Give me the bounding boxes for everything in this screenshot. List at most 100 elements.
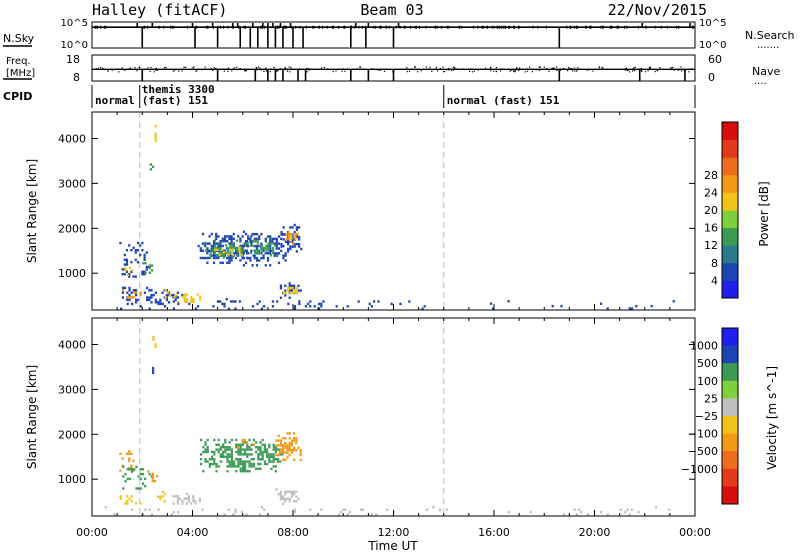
date-title: 22/Nov/2015 xyxy=(608,1,707,19)
heatmap-cell xyxy=(222,256,225,259)
heatmap-cell xyxy=(267,242,270,245)
heatmap-cell xyxy=(282,254,285,257)
nave-dot xyxy=(511,69,513,71)
heatmap-cell xyxy=(507,300,510,303)
nave-dot xyxy=(556,69,558,72)
nave-dot xyxy=(117,68,119,70)
heatmap-cell xyxy=(222,450,225,454)
heatmap-cell xyxy=(121,268,124,271)
heatmap-cell xyxy=(288,490,291,493)
heatmap-cell xyxy=(251,264,254,267)
heatmap-cell xyxy=(263,246,266,250)
heatmap-cell xyxy=(580,510,583,514)
colorbar-swatch xyxy=(722,328,738,347)
nave-dot xyxy=(530,68,532,71)
heatmap-cell xyxy=(282,451,285,454)
heatmap-cell xyxy=(257,453,260,456)
cpid-segment-label: normal (fast) 151 xyxy=(447,94,560,107)
heatmap-cell xyxy=(272,448,275,451)
heatmap-cell xyxy=(197,244,200,248)
velocity-x-ticks: 00:00 04:00 08:00 12:00 16:00 20:00 00:00 xyxy=(76,526,711,539)
nave-dot xyxy=(284,66,286,69)
nave-dot xyxy=(420,70,422,72)
heatmap-cell xyxy=(172,300,175,303)
heatmap-cell xyxy=(132,469,135,472)
heatmap-cell xyxy=(230,300,233,303)
heatmap-cell xyxy=(269,235,272,238)
heatmap-cell xyxy=(219,247,222,250)
heatmap-cell xyxy=(246,470,249,473)
heatmap-cell xyxy=(130,470,134,473)
heatmap-cell xyxy=(128,275,131,278)
heatmap-cell xyxy=(230,460,233,463)
nave-dot xyxy=(383,70,386,73)
heatmap-cell xyxy=(293,231,296,234)
heatmap-cell xyxy=(130,464,133,467)
nave-dot xyxy=(525,68,527,70)
heatmap-cell xyxy=(104,506,107,509)
heatmap-cell xyxy=(181,295,184,299)
heatmap-cell xyxy=(291,240,294,243)
heatmap-cell xyxy=(275,242,278,245)
nave-dot xyxy=(680,66,682,68)
heatmap-cell xyxy=(204,448,207,451)
heatmap-cell xyxy=(264,264,267,267)
nave-dot xyxy=(259,67,261,69)
heatmap-cell xyxy=(304,305,307,308)
colorbar-tick-label: 25 xyxy=(704,392,718,405)
cpid-segment-label: normal xyxy=(95,94,135,107)
heatmap-cell xyxy=(141,472,145,476)
heatmap-cell xyxy=(248,465,251,468)
nave-dot xyxy=(239,68,241,70)
heatmap-cell xyxy=(215,443,218,446)
heatmap-cell xyxy=(309,300,312,303)
heatmap-cell xyxy=(258,259,261,262)
heatmap-cell xyxy=(258,249,261,253)
nave-dot xyxy=(634,66,636,68)
nave-dot xyxy=(574,70,576,72)
heatmap-cell xyxy=(248,453,251,456)
heatmap-cell xyxy=(202,446,205,449)
heatmap-cell xyxy=(142,262,145,265)
nave-dot xyxy=(218,68,220,71)
heatmap-cell xyxy=(277,242,281,245)
colorbar-swatch xyxy=(722,139,738,158)
heatmap-cell xyxy=(224,450,227,454)
heatmap-cell xyxy=(250,235,253,238)
heatmap-cell xyxy=(227,251,230,254)
heatmap-cell xyxy=(211,462,214,466)
nave-dot xyxy=(469,68,471,70)
heatmap-cell xyxy=(260,242,263,245)
heatmap-cell xyxy=(234,256,238,260)
colorbar-swatch xyxy=(722,122,738,141)
nave-legend-dots: .... xyxy=(754,76,767,87)
heatmap-cell xyxy=(135,293,138,297)
heatmap-cell xyxy=(600,510,603,514)
heatmap-cell xyxy=(650,304,653,308)
nave-dot xyxy=(265,70,267,72)
heatmap-cell xyxy=(226,455,229,458)
heatmap-cell xyxy=(288,497,291,501)
nave-dot xyxy=(183,66,185,68)
nave-dot xyxy=(431,70,433,72)
heatmap-cell xyxy=(252,458,255,461)
nave-dot xyxy=(231,70,233,72)
heatmap-cell xyxy=(204,244,207,248)
nave-dot xyxy=(572,70,574,72)
heatmap-cell xyxy=(133,291,136,294)
colorbar-tick-label: 4 xyxy=(711,274,718,287)
heatmap-cell xyxy=(149,168,152,171)
freq-left-tick-top: 18 xyxy=(66,53,80,66)
heatmap-cell xyxy=(194,499,197,503)
heatmap-cell xyxy=(344,508,347,511)
heatmap-cell xyxy=(288,289,291,292)
colorbar-frame xyxy=(721,327,739,505)
heatmap-cell xyxy=(244,448,247,451)
heatmap-cell xyxy=(230,240,233,243)
heatmap-cell xyxy=(125,270,129,273)
heatmap-cell xyxy=(230,259,233,262)
heatmap-cell xyxy=(295,286,298,290)
heatmap-cell xyxy=(157,508,160,511)
power-heatmap xyxy=(119,112,675,310)
heatmap-cell xyxy=(287,247,290,251)
